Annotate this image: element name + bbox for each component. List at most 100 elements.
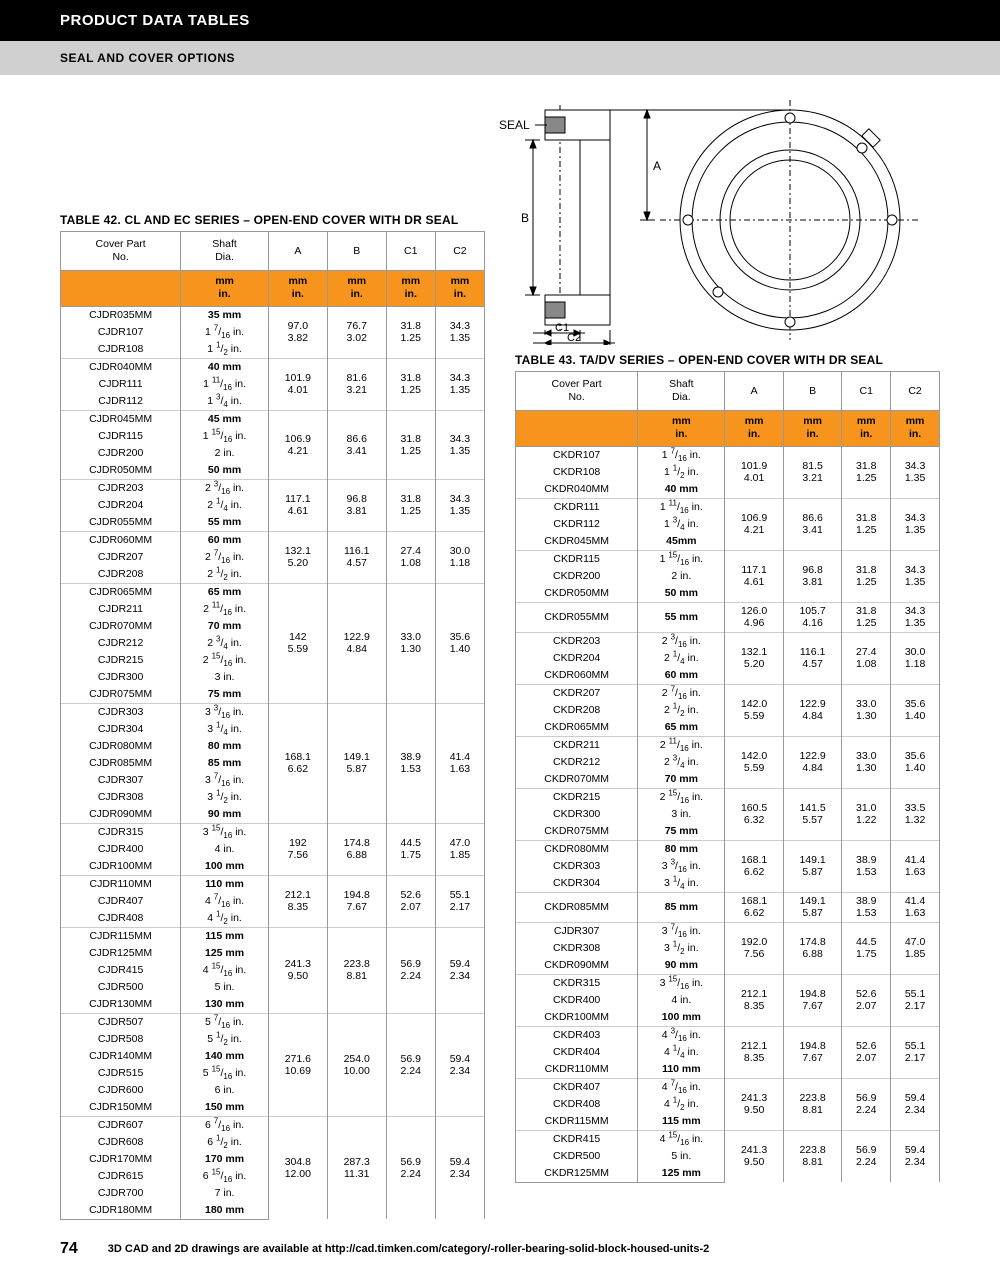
part-no: CJDR303 [61, 703, 181, 721]
dim-C1: 31.81.25 [386, 358, 435, 410]
dim-B: 149.15.87 [783, 892, 841, 922]
shaft-dia: 4 3/16 in. [638, 1026, 725, 1044]
dim-C1: 38.91.53 [842, 840, 891, 892]
dim-A: 106.94.21 [268, 410, 327, 479]
dim-C2: 55.12.17 [891, 1026, 940, 1078]
shaft-dia: 4 in. [638, 992, 725, 1009]
part-no: CKDR203 [516, 632, 638, 650]
dim-C2: 34.31.35 [435, 306, 484, 358]
part-no: CJDR200 [61, 445, 181, 462]
part-no: CKDR303 [516, 858, 638, 875]
dim-B: 122.94.84 [783, 736, 841, 788]
shaft-dia: 2 3/16 in. [181, 479, 269, 497]
dim-C2: 34.31.35 [435, 410, 484, 479]
shaft-dia: 5 in. [638, 1148, 725, 1165]
shaft-dia: 140 mm [181, 1048, 269, 1065]
dim-C2: 30.01.18 [891, 632, 940, 684]
shaft-dia: 3 1/2 in. [181, 789, 269, 806]
shaft-dia: 6 7/16 in. [181, 1116, 269, 1134]
content: TABLE 42. CL AND EC SERIES – OPEN-END CO… [0, 75, 1000, 1230]
dim-A: 117.14.61 [268, 479, 327, 531]
table-row: CJDR2032 3/16 in.117.14.6196.83.8131.81.… [61, 479, 485, 497]
shaft-dia: 70 mm [181, 618, 269, 635]
shaft-dia: 115 mm [638, 1113, 725, 1131]
part-no: CKDR308 [516, 940, 638, 957]
table-row: CKDR2152 15/16 in.160.56.32141.55.5731.0… [516, 788, 940, 806]
part-no: CKDR207 [516, 684, 638, 702]
shaft-dia: 6 1/2 in. [181, 1134, 269, 1151]
dim-C2: 47.01.85 [435, 823, 484, 875]
shaft-dia: 2 11/16 in. [181, 601, 269, 618]
shaft-dia: 2 1/2 in. [181, 566, 269, 584]
table43: Cover PartNo.ShaftDia.ABC1C2mmin.mmin.mm… [515, 371, 940, 1183]
shaft-dia: 125 mm [181, 945, 269, 962]
part-no: CJDR515 [61, 1065, 181, 1082]
dim-A: 1927.56 [268, 823, 327, 875]
part-no: CJDR111 [61, 376, 181, 393]
table-row: CJDR6076 7/16 in.304.812.00287.311.3156.… [61, 1116, 485, 1134]
table-row: CKDR3153 15/16 in.212.18.35194.87.6752.6… [516, 974, 940, 992]
shaft-dia: 70 mm [638, 771, 725, 789]
shaft-dia: 2 1/4 in. [181, 497, 269, 514]
part-no: CJDR208 [61, 566, 181, 584]
part-no: CKDR404 [516, 1044, 638, 1061]
dim-A: 132.15.20 [268, 531, 327, 583]
part-no: CKDR070MM [516, 771, 638, 789]
shaft-dia: 2 1/4 in. [638, 650, 725, 667]
shaft-dia: 50 mm [181, 462, 269, 480]
part-no: CJDR407 [61, 893, 181, 910]
header-title: PRODUCT DATA TABLES [0, 0, 1000, 41]
dim-B: 141.55.57 [783, 788, 841, 840]
shaft-dia: 75 mm [181, 686, 269, 704]
shaft-dia: 2 15/16 in. [638, 788, 725, 806]
dim-C1: 33.01.30 [386, 583, 435, 703]
part-no: CJDR307 [516, 922, 638, 940]
part-no: CKDR300 [516, 806, 638, 823]
col-header: C2 [435, 232, 484, 271]
dim-A: 142.05.59 [725, 736, 783, 788]
dim-C1: 56.92.24 [842, 1130, 891, 1182]
dim-C2: 47.01.85 [891, 922, 940, 974]
table-row: CKDR1071 7/16 in.101.94.0181.53.2131.81.… [516, 446, 940, 464]
shaft-dia: 110 mm [638, 1061, 725, 1079]
table-row: CJDR3073 7/16 in.192.07.56174.86.8844.51… [516, 922, 940, 940]
shaft-dia: 2 in. [181, 445, 269, 462]
shaft-dia: 60 mm [181, 531, 269, 549]
part-no: CJDR500 [61, 979, 181, 996]
svg-text:C2: C2 [567, 332, 581, 344]
dim-A: 212.18.35 [725, 1026, 783, 1078]
dim-C1: 38.91.53 [386, 703, 435, 823]
dim-B: 223.88.81 [783, 1130, 841, 1182]
dim-B: 116.14.57 [327, 531, 386, 583]
shaft-dia: 80 mm [181, 738, 269, 755]
dim-C2: 34.31.35 [891, 498, 940, 550]
part-no: CKDR065MM [516, 719, 638, 737]
shaft-dia: 40 mm [638, 481, 725, 499]
shaft-dia: 3 in. [181, 669, 269, 686]
table43-title: TABLE 43. TA/DV SERIES – OPEN-END COVER … [515, 353, 940, 367]
dim-B: 122.94.84 [327, 583, 386, 703]
shaft-dia: 45 mm [181, 410, 269, 428]
right-column: SEAL C1 C2 [515, 95, 940, 1220]
col-header: C1 [386, 232, 435, 271]
dim-C2: 30.01.18 [435, 531, 484, 583]
dim-C2: 41.41.63 [435, 703, 484, 823]
dim-A: 168.16.62 [725, 892, 783, 922]
table-row: CJDR040MM40 mm101.94.0181.63.2131.81.253… [61, 358, 485, 376]
table-row: CKDR1151 15/16 in.117.14.6196.83.8131.81… [516, 550, 940, 568]
part-no: CKDR115MM [516, 1113, 638, 1131]
shaft-dia: 4 in. [181, 841, 269, 858]
dim-C1: 31.01.22 [842, 788, 891, 840]
dim-C2: 41.41.63 [891, 840, 940, 892]
dim-C2: 35.61.40 [891, 684, 940, 736]
shaft-dia: 5 15/16 in. [181, 1065, 269, 1082]
part-no: CJDR108 [61, 341, 181, 359]
dim-A: 117.14.61 [725, 550, 783, 602]
unit-cell: mmin. [891, 411, 940, 446]
shaft-dia: 150 mm [181, 1099, 269, 1117]
part-no: CJDR055MM [61, 514, 181, 532]
dim-C1: 27.41.08 [386, 531, 435, 583]
dim-A: 1425.59 [268, 583, 327, 703]
part-no: CJDR180MM [61, 1202, 181, 1220]
shaft-dia: 3 7/16 in. [638, 922, 725, 940]
